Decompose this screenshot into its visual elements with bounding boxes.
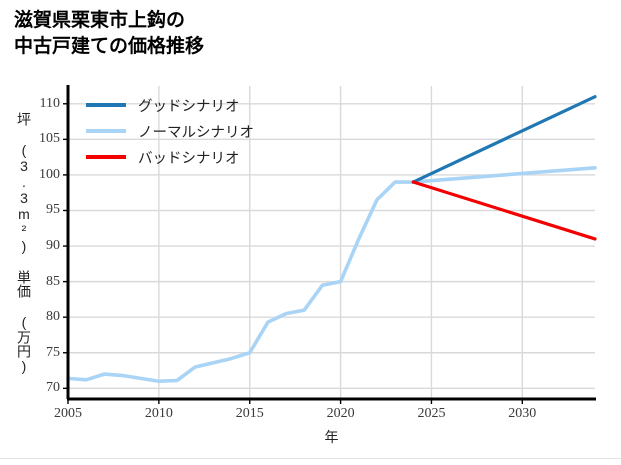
y-axis-title: 坪 (3.3m²) 単価 (万円) xyxy=(16,111,32,374)
title-line-2: 中古戸建ての価格推移 xyxy=(14,36,205,58)
y-axis-tick-label: 80 xyxy=(46,309,60,325)
legend-item-label: ノーマルシナリオ xyxy=(138,124,254,141)
legend-item[interactable]: バッドシナリオ xyxy=(86,144,316,170)
legend-item-label: バッドシナリオ xyxy=(138,150,240,167)
x-axis-tick-label: 2020 xyxy=(326,406,355,421)
bottom-divider xyxy=(0,458,621,459)
y-axis-tick-label: 110 xyxy=(39,95,60,111)
series-line xyxy=(411,180,597,241)
x-axis-tick-label: 2025 xyxy=(417,406,446,421)
series-line xyxy=(411,95,597,184)
x-axis-tick-label: 2030 xyxy=(508,406,537,421)
x-axis-title: 年 xyxy=(324,429,339,445)
legend-color-swatch xyxy=(86,155,126,159)
legend-item[interactable]: ノーマルシナリオ xyxy=(86,118,316,144)
x-axis-tick-label: 2010 xyxy=(144,406,173,421)
y-axis-tick-label: 85 xyxy=(46,273,60,289)
legend-item-label: グッドシナリオ xyxy=(138,98,240,115)
x-axis-tick-label: 2005 xyxy=(54,406,82,421)
page-title: 滋賀県栗東市上鈎の 中古戸建ての価格推移 xyxy=(14,8,204,60)
title-line-1: 滋賀県栗東市上鈎の xyxy=(14,10,186,31)
y-axis-tick-label: 75 xyxy=(46,344,60,360)
x-axis-tick-label: 2015 xyxy=(235,406,264,421)
y-axis-tick-label: 105 xyxy=(39,131,60,147)
chart-legend: グッドシナリオ ノーマルシナリオ バッドシナリオ xyxy=(86,92,316,170)
legend-color-swatch xyxy=(86,129,126,133)
y-axis-tick-label: 100 xyxy=(39,166,60,182)
legend-item[interactable]: グッドシナリオ xyxy=(86,92,316,118)
y-axis-tick-label: 70 xyxy=(46,380,60,396)
y-axis-tick-label: 90 xyxy=(46,238,60,254)
legend-color-swatch xyxy=(86,103,126,107)
series-line xyxy=(66,166,597,384)
y-axis-tick-label: 95 xyxy=(46,202,60,218)
